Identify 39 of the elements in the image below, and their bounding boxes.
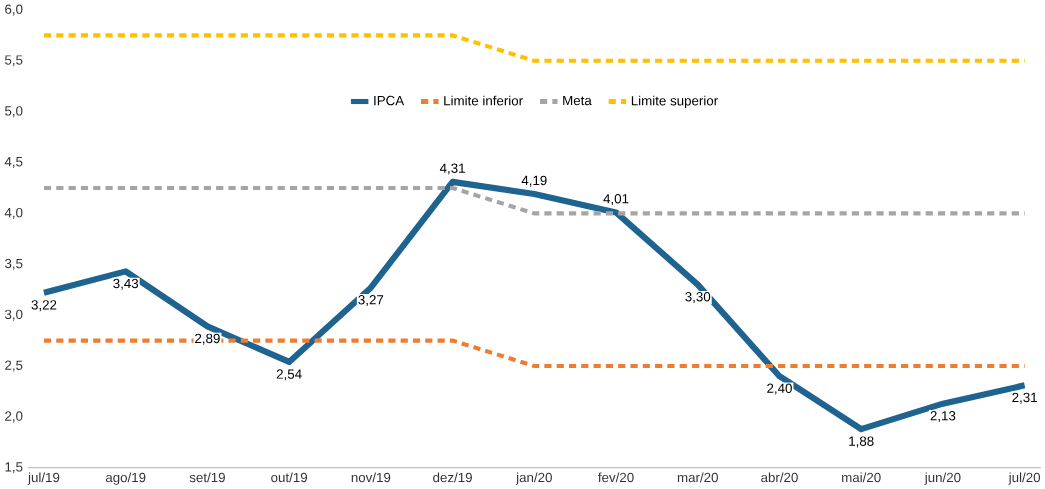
x-tick-label: nov/19 <box>351 472 391 483</box>
y-tick-label: 4,5 <box>4 156 23 168</box>
data-label: 3,22 <box>31 300 57 312</box>
x-tick-label: jan/20 <box>515 472 552 485</box>
data-label: 3,30 <box>685 291 711 303</box>
legend-label: Meta <box>563 95 592 106</box>
x-tick-label: set/19 <box>189 472 225 483</box>
x-tick-label: dez/19 <box>433 472 472 483</box>
x-tick-label: mai/20 <box>842 472 881 483</box>
y-tick-label: 2,5 <box>5 360 23 372</box>
y-tick-label: 6,0 <box>5 4 23 16</box>
x-tick-label: jun/20 <box>924 472 961 485</box>
y-tick-label: 5,0 <box>4 106 23 118</box>
x-tick-label: ago/19 <box>105 472 146 485</box>
x-tick-label: jul/20 <box>1008 472 1041 485</box>
legend-label: Limite superior <box>631 95 718 108</box>
data-label: 2,54 <box>276 369 302 381</box>
y-tick-label: 3,5 <box>4 258 23 270</box>
x-tick-label: mar/20 <box>677 472 718 483</box>
data-label: 3,43 <box>113 278 139 290</box>
data-label: 2,40 <box>767 383 792 395</box>
y-tick-label: 4,0 <box>4 207 23 219</box>
data-label: 2,13 <box>930 410 956 422</box>
data-label: 3,27 <box>358 294 384 306</box>
data-label: 4,19 <box>521 175 547 187</box>
data-label: 4,31 <box>439 163 465 175</box>
x-tick-label: jul/19 <box>27 472 60 485</box>
data-label: 1,88 <box>849 436 874 448</box>
y-tick-label: 2,0 <box>5 411 23 423</box>
legend-label: IPCA <box>374 95 405 106</box>
x-tick-label: fev/20 <box>598 472 634 483</box>
x-tick-label: out/19 <box>271 472 308 483</box>
legend-label: Limite inferior <box>444 95 523 106</box>
data-label: 4,01 <box>603 193 629 205</box>
y-tick-label: 5,5 <box>4 55 23 67</box>
data-label: 2,31 <box>1012 392 1037 404</box>
y-tick-label: 1,5 <box>5 462 23 474</box>
x-tick-label: abr/20 <box>761 472 798 483</box>
y-tick-label: 3,0 <box>4 309 23 321</box>
